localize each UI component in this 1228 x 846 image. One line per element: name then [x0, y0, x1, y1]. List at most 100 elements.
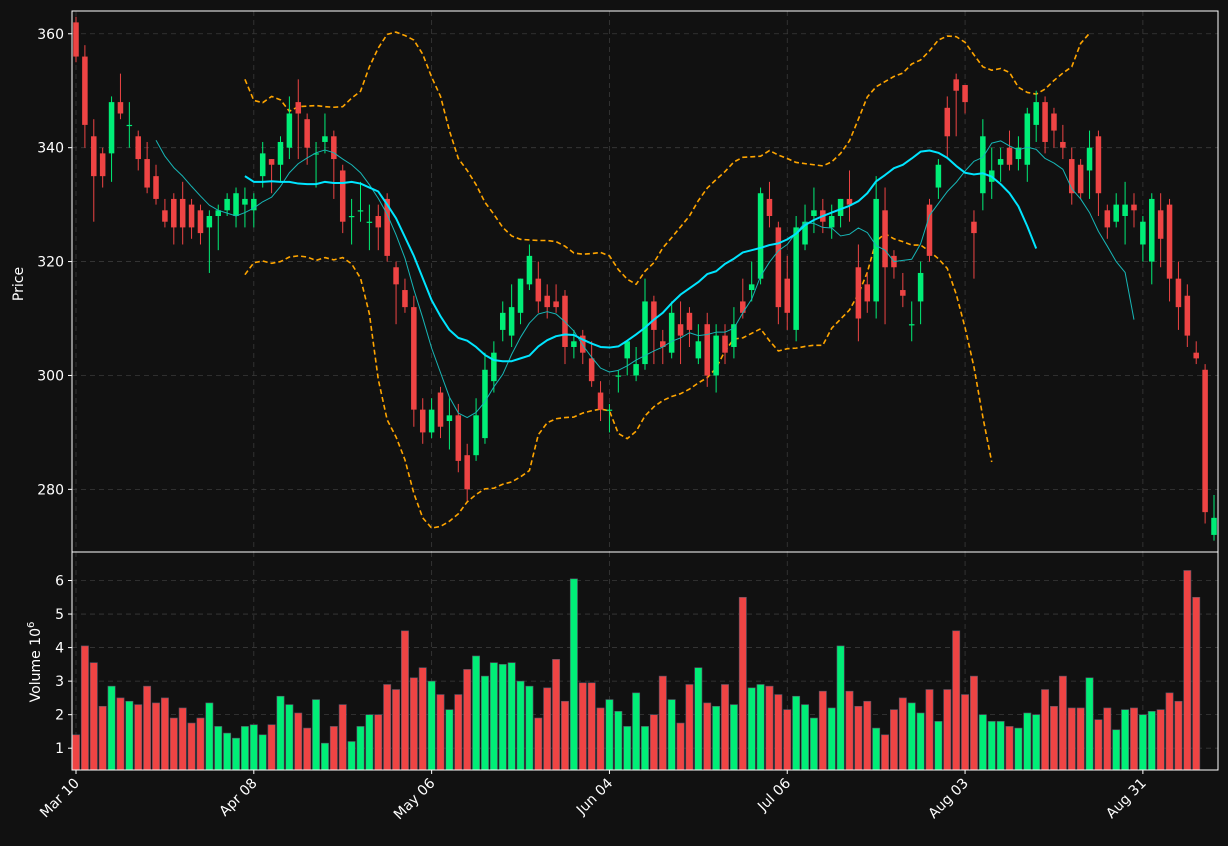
volume-tick-label: 6 [55, 574, 64, 590]
bollinger-lower-line [244, 232, 993, 529]
candle-body [304, 119, 310, 148]
candle-body [1068, 159, 1075, 194]
candle-body [126, 124, 133, 127]
candle-body [944, 107, 951, 137]
candle-body [1131, 204, 1137, 211]
candle-body [811, 210, 817, 217]
candle-body [224, 198, 230, 211]
candle-body [544, 295, 550, 308]
candle-body [179, 198, 186, 228]
volume-bar [774, 694, 783, 771]
candle-body [108, 102, 115, 154]
volume-bar [1183, 570, 1192, 771]
candle-body [1166, 204, 1173, 279]
volume-bar [1103, 707, 1112, 771]
candle-body [357, 210, 364, 212]
candle-body [740, 301, 746, 313]
volume-bar [569, 578, 578, 771]
candle-body [766, 198, 773, 217]
volume-tick-label: 5 [55, 607, 64, 623]
candle-body [339, 170, 346, 222]
candle-body [935, 164, 942, 188]
volume-bar [1032, 714, 1041, 771]
candle-body [295, 102, 302, 114]
volume-bar [1050, 705, 1058, 771]
volume-bar [98, 705, 107, 771]
volume-bar [525, 685, 534, 771]
candle-body [286, 113, 293, 148]
x-tick-label: May 06 [391, 775, 439, 823]
volume-axis-label: Volume 106 [26, 622, 44, 703]
candle-body [1033, 102, 1039, 125]
candle-body [517, 278, 524, 313]
volume-bar [889, 709, 898, 771]
candle-body [802, 221, 808, 245]
candle-body [419, 409, 426, 433]
volume-bar [632, 692, 641, 771]
volume-bar [392, 689, 401, 771]
volume-bar [338, 704, 347, 771]
volume-bar [214, 726, 223, 771]
volume-bar [205, 702, 214, 771]
volume-bar [925, 689, 934, 771]
candle-body [73, 22, 79, 57]
candle-body [588, 358, 595, 382]
candle-body [331, 136, 337, 160]
bollinger-upper-line [244, 31, 1091, 286]
volume-bar [1023, 712, 1032, 771]
volume-bar [676, 722, 685, 771]
candle-body [962, 85, 968, 103]
volume-bar [667, 699, 676, 771]
volume-bar [125, 700, 134, 771]
candle-body [384, 198, 390, 256]
price-tick-label: 320 [37, 255, 64, 271]
volume-bar [187, 722, 196, 771]
volume-bar [694, 667, 703, 771]
candle-body [242, 198, 248, 205]
volume-bar [685, 684, 694, 771]
candle-body [428, 409, 435, 433]
candle-body [491, 352, 497, 382]
volume-bar [809, 717, 818, 771]
candle-body [926, 204, 933, 256]
volume-bar [152, 702, 160, 771]
volume-bar [747, 687, 756, 771]
candle-body [499, 312, 506, 330]
candle-body [580, 335, 586, 353]
volume-bar [249, 724, 258, 771]
candle-body [624, 341, 630, 359]
volume-bar [1138, 714, 1147, 771]
volume-bar [1130, 707, 1138, 771]
candle-body [464, 455, 470, 490]
candle-body [793, 227, 799, 330]
x-tick-label: Jul 06 [754, 775, 794, 815]
candle-body [1140, 221, 1146, 245]
volume-bar [658, 675, 667, 771]
volume-bar [107, 685, 116, 771]
candle-body [1184, 295, 1191, 336]
volume-bar [605, 699, 614, 771]
volume-bar [649, 714, 658, 771]
volume-bar [1005, 726, 1014, 771]
volume-bar [72, 734, 80, 771]
candle-body [1202, 369, 1208, 513]
moving-average-slow-line [244, 149, 1038, 363]
price-axis-label: Price [11, 267, 27, 301]
volume-bar [898, 697, 907, 771]
price-panel [73, 16, 1217, 541]
volume-bar [116, 697, 125, 771]
candle-body [1157, 210, 1164, 239]
candle-body [162, 210, 168, 222]
candle-body [615, 375, 622, 377]
volume-bar [401, 630, 409, 771]
volume-bar [347, 741, 356, 771]
volume-tick-label: 1 [55, 741, 64, 757]
x-tick-label: Jun 04 [573, 775, 616, 818]
volume-bar [507, 662, 516, 771]
candle-body [135, 136, 141, 160]
volume-tick-label: 3 [55, 674, 64, 690]
candle-body [633, 364, 639, 376]
candle-body [1104, 210, 1111, 228]
candle-body [251, 198, 257, 211]
